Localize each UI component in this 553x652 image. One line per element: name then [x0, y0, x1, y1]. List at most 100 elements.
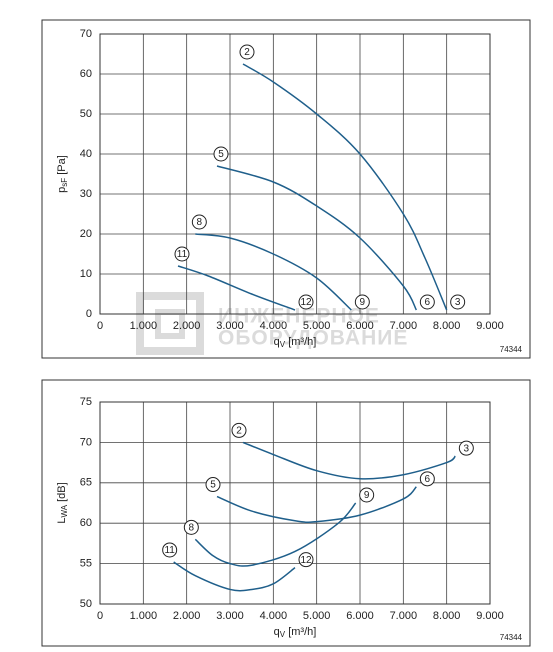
curve-label: 12	[300, 555, 312, 566]
curve-label-circle	[450, 294, 466, 310]
curve-label: 11	[177, 249, 188, 260]
curve-label: 2	[244, 47, 250, 58]
watermark-logo-inner	[155, 309, 185, 339]
curve-label-circle	[213, 146, 229, 162]
y-tick-label: 60	[80, 68, 92, 80]
x-tick-label: 6.000	[346, 610, 374, 622]
chart-frame	[41, 19, 531, 359]
watermark-logo	[136, 292, 204, 355]
x-tick-label: 4.000	[260, 610, 288, 622]
y-tick-label: 65	[80, 477, 92, 489]
x-label-main: q	[274, 336, 280, 348]
x-axis-label: qV [m³/h]	[274, 626, 317, 639]
curve	[242, 63, 448, 311]
chart-frame	[41, 379, 531, 647]
curve-label-circle	[205, 477, 221, 493]
x-tick-label: 1.000	[130, 320, 158, 332]
curve-label: 2	[236, 426, 242, 437]
curve	[177, 265, 296, 311]
x-tick-label: 2.000	[173, 610, 201, 622]
x-tick-label: 2.000	[173, 320, 201, 332]
x-tick-label: 7.000	[390, 320, 418, 332]
x-tick-label: 5.000	[303, 610, 331, 622]
curve-label-circle	[231, 422, 247, 438]
curve-label: 11	[164, 545, 175, 556]
curve-label: 6	[425, 474, 431, 485]
x-tick-label: 3.000	[216, 610, 244, 622]
y-tick-label: 50	[80, 598, 92, 610]
y-label-main: L	[56, 518, 68, 524]
curve	[216, 486, 417, 523]
x-tick-label: 8.000	[433, 610, 461, 622]
curve-label-circle	[191, 214, 207, 230]
y-label-main: p	[56, 187, 68, 193]
y-tick-label: 20	[80, 228, 92, 240]
curve	[173, 561, 296, 592]
curve-label-circle	[183, 519, 199, 535]
curve-label-circle	[419, 294, 435, 310]
curve	[195, 233, 352, 311]
curve-label-circle	[174, 246, 190, 262]
curve-label: 5	[210, 480, 216, 491]
curve-label: 3	[464, 443, 470, 454]
watermark-text: ОБОРУДОВАНИЕ	[218, 327, 408, 350]
curve-label-circle	[239, 44, 255, 60]
curve-label: 3	[455, 297, 461, 308]
curve	[216, 165, 418, 311]
curve-label: 9	[364, 490, 370, 501]
plot-border	[99, 33, 491, 315]
x-tick-label: 0	[97, 320, 103, 332]
y-label-sub: sF	[60, 178, 69, 187]
x-tick-label: 7.000	[390, 610, 418, 622]
curve-label: 5	[218, 149, 224, 160]
y-tick-label: 50	[80, 108, 92, 120]
y-tick-label: 70	[80, 436, 92, 448]
x-tick-label: 9.000	[476, 320, 504, 332]
y-tick-label: 0	[86, 308, 92, 320]
y-label-unit: [Pa]	[56, 155, 68, 178]
plot-border	[99, 401, 491, 605]
y-label-sub: WA	[60, 504, 69, 517]
curve-label-circle	[458, 440, 474, 456]
curve	[194, 502, 357, 567]
curve-label: 12	[300, 297, 312, 308]
x-tick-label: 9.000	[476, 610, 504, 622]
curve-label: 9	[360, 297, 366, 308]
curve-label: 8	[189, 523, 195, 534]
x-tick-label: 3.000	[216, 320, 244, 332]
x-label-unit: [m³/h]	[285, 336, 316, 348]
figure-code: 74344	[500, 345, 523, 354]
y-tick-label: 75	[80, 396, 92, 408]
curve-label-circle	[359, 487, 375, 503]
curve-label-circle	[419, 471, 435, 487]
x-label-main: q	[274, 626, 280, 638]
figure-code: 74344	[500, 633, 523, 642]
curve-label: 8	[197, 217, 203, 228]
x-tick-label: 5.000	[303, 320, 331, 332]
curve-label-circle	[354, 294, 370, 310]
y-tick-label: 60	[80, 517, 92, 529]
x-tick-label: 4.000	[260, 320, 288, 332]
x-tick-label: 0	[97, 610, 103, 622]
x-label-sub: V	[280, 630, 286, 639]
y-axis-label: psF [Pa]	[56, 155, 69, 193]
y-tick-label: 70	[80, 28, 92, 40]
x-tick-label: 6.000	[346, 320, 374, 332]
curve-label: 6	[425, 297, 431, 308]
y-tick-label: 40	[80, 148, 92, 160]
curve-label-circle	[298, 294, 314, 310]
y-axis-label: LWA [dB]	[56, 482, 69, 523]
x-tick-label: 8.000	[433, 320, 461, 332]
x-label-unit: [m³/h]	[285, 626, 316, 638]
y-tick-label: 55	[80, 558, 92, 570]
curve-label-circle	[162, 542, 178, 558]
curve	[242, 441, 456, 480]
y-tick-label: 10	[80, 268, 92, 280]
x-tick-label: 1.000	[130, 610, 158, 622]
y-label-unit: [dB]	[56, 482, 68, 505]
x-axis-label: qV [m³/h]	[274, 336, 317, 349]
y-tick-label: 30	[80, 188, 92, 200]
